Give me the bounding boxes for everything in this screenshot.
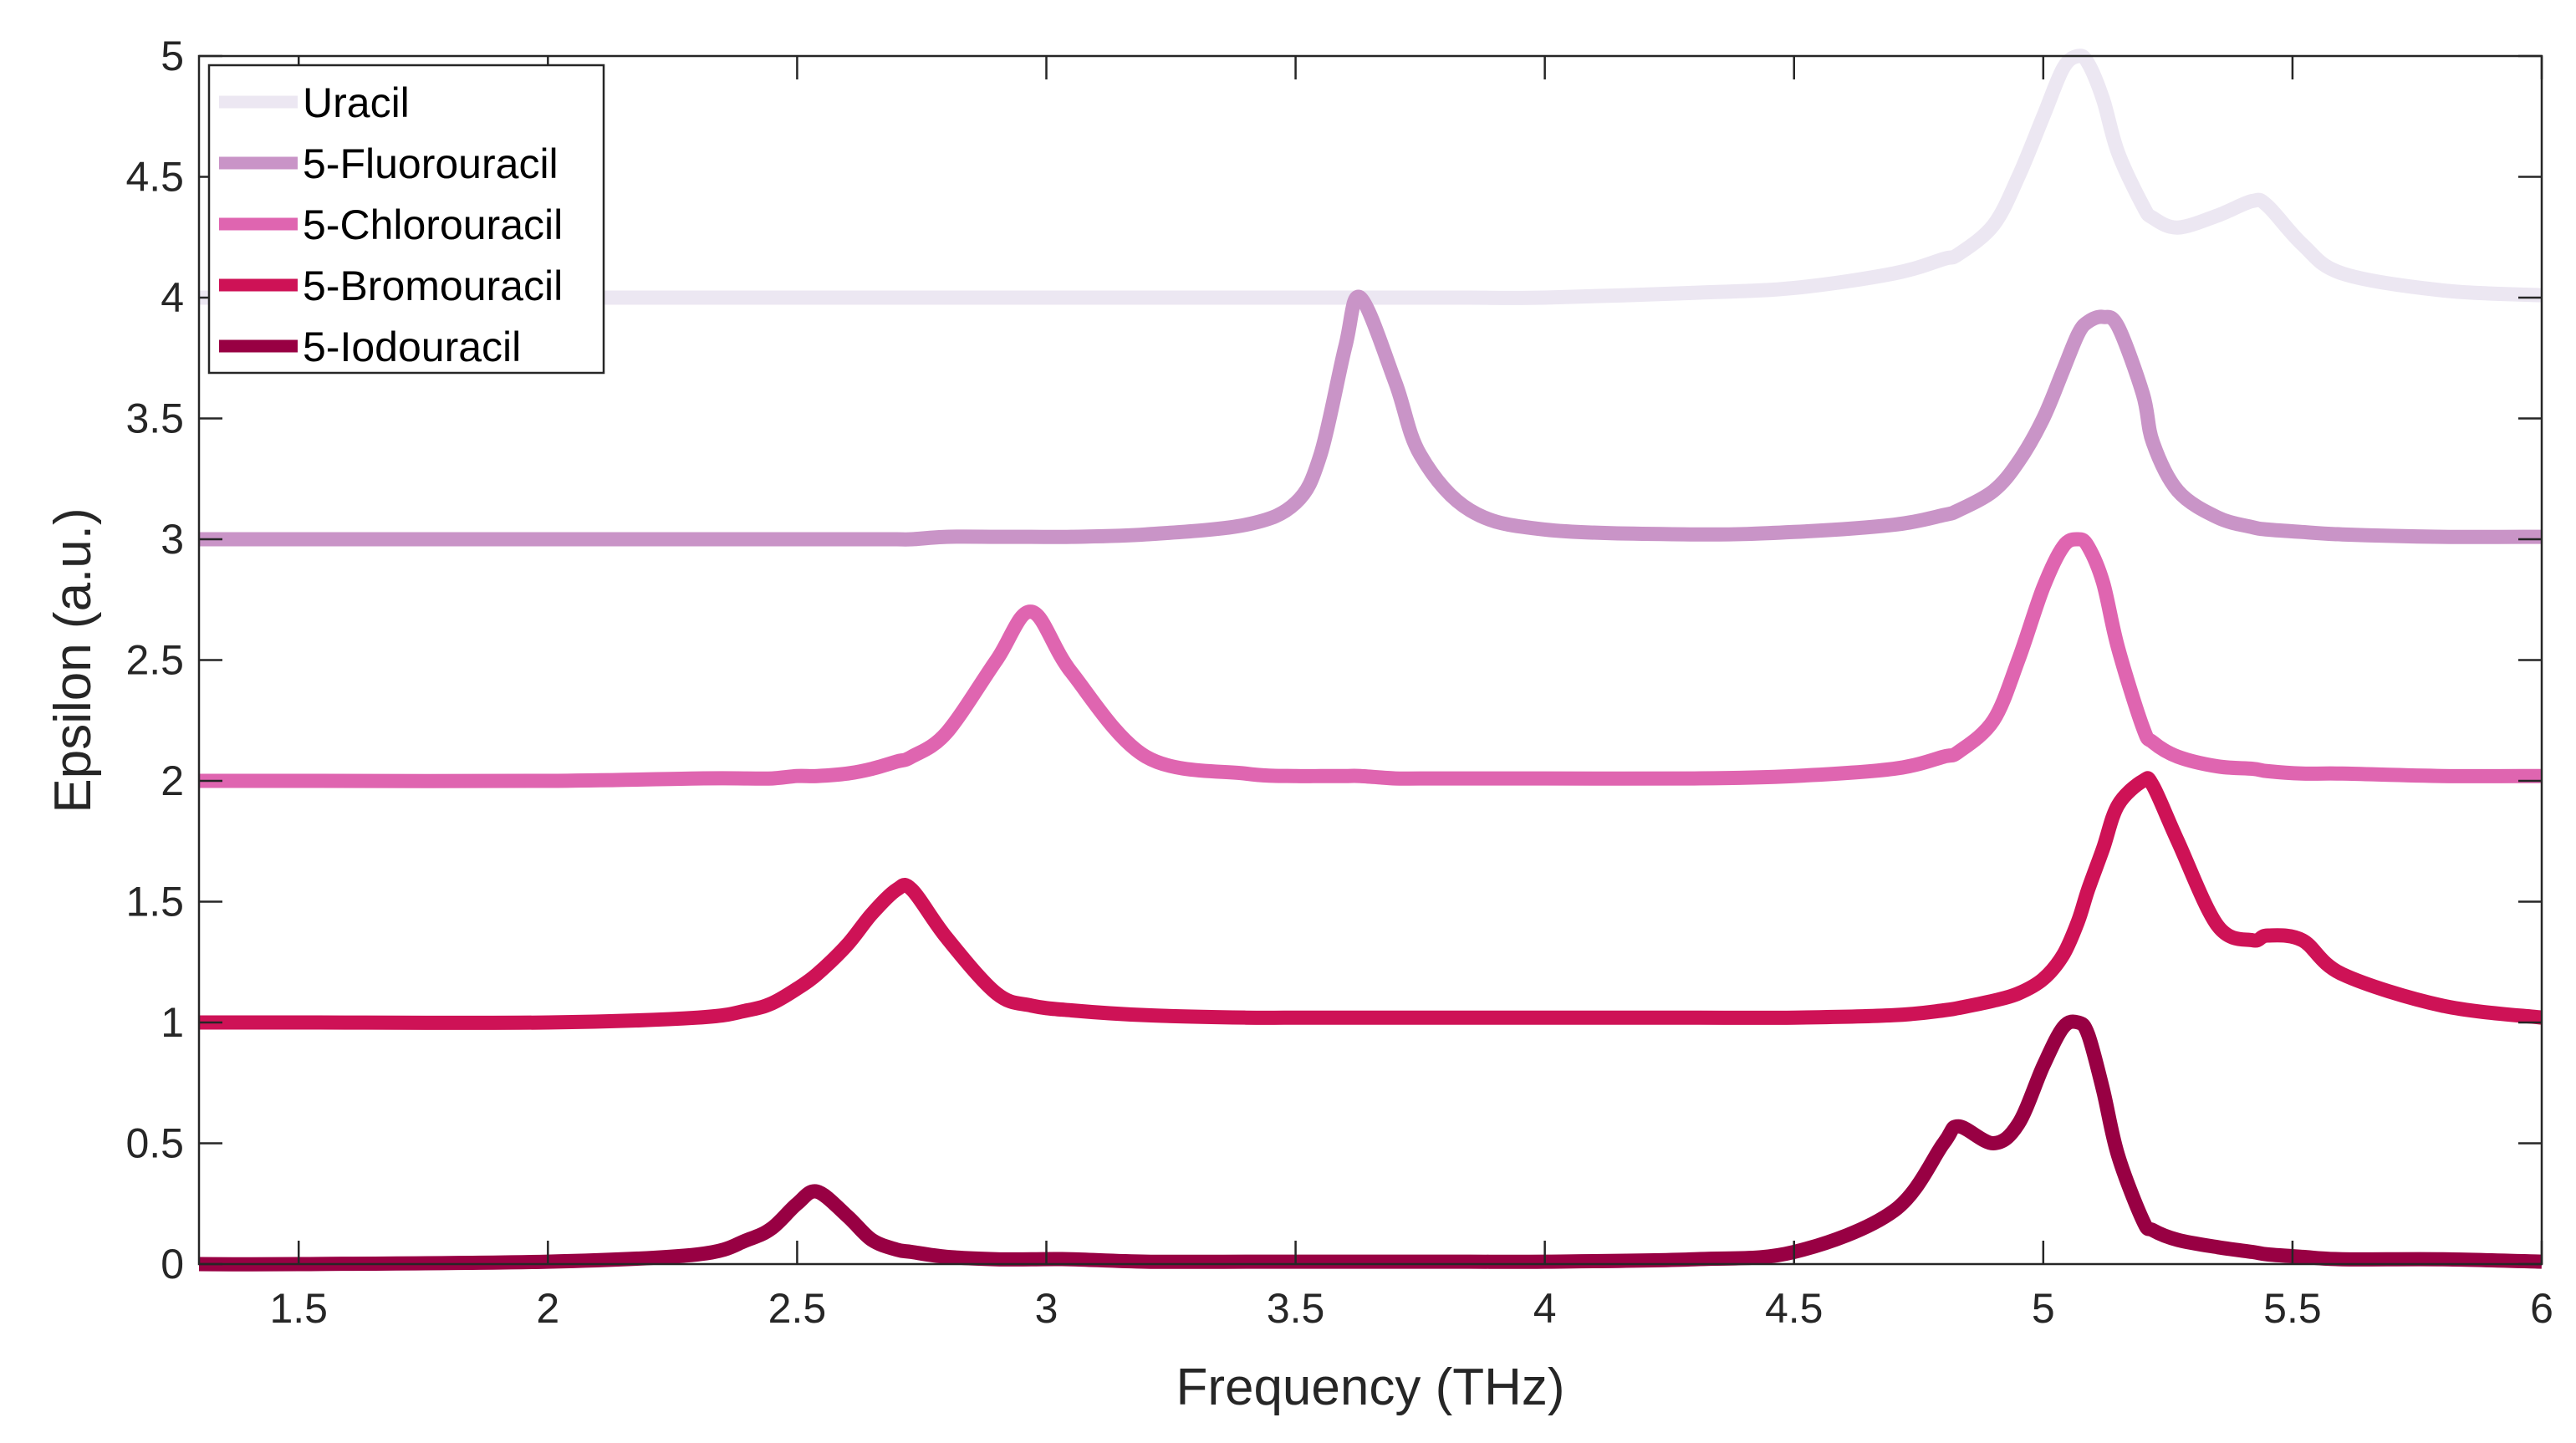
- series-line-5-chlorouracil: [199, 532, 2542, 788]
- y-tick-label: 3.5: [125, 395, 184, 442]
- legend-items: Uracil 5-Fluorouracil 5-Chlorouracil 5-Brom…: [219, 79, 563, 370]
- series-line-5-fluorouracil: [199, 289, 2542, 547]
- x-tick-label: 3.5: [1267, 1285, 1325, 1332]
- x-tick-label: 5: [2032, 1285, 2055, 1332]
- y-tick-label: 3: [161, 516, 184, 563]
- y-tick-label: 0: [161, 1241, 184, 1287]
- legend: Uracil 5-Fluorouracil 5-Chlorouracil 5-Brom…: [207, 64, 605, 375]
- legend-label: 5-Fluorouracil: [303, 140, 559, 187]
- legend-label: 5-Iodouracil: [303, 324, 521, 370]
- x-axis-label: Frequency (THz): [1176, 1359, 1564, 1416]
- x-tick-label: 1.5: [269, 1285, 328, 1332]
- legend-label: 5-Chlorouracil: [303, 201, 563, 248]
- y-tick-label: 5: [161, 33, 184, 79]
- y-tick-label: 4.5: [125, 154, 184, 201]
- x-tick-label: 2: [536, 1285, 559, 1332]
- series-layer: [199, 48, 2542, 1272]
- y-tick-label: 2.5: [125, 637, 184, 684]
- legend-label: Uracil: [303, 79, 410, 126]
- y-tick-label: 1: [161, 999, 184, 1046]
- y-tick-label: 1.5: [125, 879, 184, 925]
- x-tick-label: 5.5: [2263, 1285, 2322, 1332]
- y-tick-label: 2: [161, 757, 184, 804]
- y-tick-label: 0.5: [125, 1120, 184, 1167]
- y-axis: 0 0.5 1 1.5 2 2.5 3 3.5 4 4.5 5: [125, 33, 2542, 1287]
- series-line-5-iodouracil: [199, 1014, 2542, 1272]
- x-tick-label: 4.5: [1765, 1285, 1824, 1332]
- x-axis: 1.5 2 2.5 3 3.5 4 4.5 5 5.5 6: [269, 56, 2553, 1332]
- y-tick-label: 4: [161, 274, 184, 321]
- y-axis-label: Epsilon (a.u.): [44, 507, 102, 813]
- x-tick-label: 2.5: [768, 1285, 827, 1332]
- legend-label: 5-Bromouracil: [303, 263, 563, 309]
- x-tick-label: 4: [1533, 1285, 1557, 1332]
- series-line-uracil: [199, 48, 2542, 305]
- x-tick-label: 3: [1035, 1285, 1058, 1332]
- series-line-5-bromouracil: [199, 771, 2542, 1030]
- x-tick-label: 6: [2530, 1285, 2553, 1332]
